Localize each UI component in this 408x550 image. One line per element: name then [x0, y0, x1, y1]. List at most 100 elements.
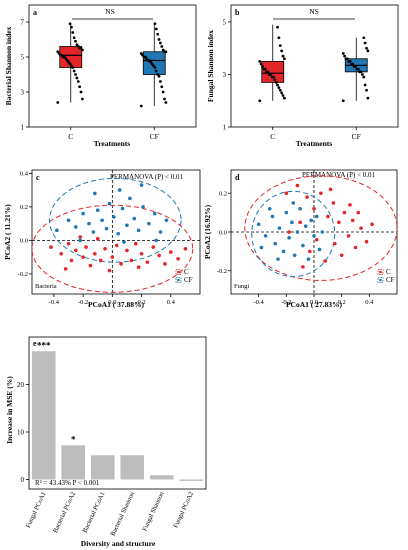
- panel-c-legend-dot-CF: [177, 278, 180, 282]
- panel-c-point-CF: [81, 211, 85, 216]
- panel-a-point-CF: [157, 38, 161, 41]
- panel-a-significance: NS: [105, 7, 115, 16]
- panel-c-point-C: [183, 246, 188, 251]
- panel-d-ytick-label: -0.2: [217, 268, 227, 275]
- panel-d-legend-label-CF: CF: [386, 276, 395, 284]
- panel-b-point-CF: [341, 99, 345, 103]
- panel-d-point-CF: [291, 201, 296, 205]
- panel-b-letter: b: [235, 8, 240, 17]
- panel-b-point-C: [278, 44, 282, 48]
- panel-b-point-C: [261, 65, 264, 69]
- panel-d-point-CF: [317, 247, 322, 252]
- panel-e-xtick-label: Bacterial PCoA1: [82, 491, 107, 534]
- panel-d-point-C: [346, 234, 351, 238]
- panel-d-point-C: [287, 230, 291, 234]
- panel-c-legend-label-CF: CF: [184, 276, 193, 284]
- panel-d-point-CF: [281, 249, 286, 254]
- panel-d-point-C: [295, 183, 300, 188]
- panel-d-ytick-label: 0.2: [219, 191, 227, 198]
- panel-c-point-C: [125, 248, 129, 253]
- panel-d-point-C: [359, 226, 363, 230]
- panel-d-point-CF: [270, 214, 275, 219]
- panel-c-point-CF: [112, 215, 116, 219]
- panel-a-point-CF: [161, 90, 165, 94]
- panel-b-point-C: [280, 49, 284, 53]
- panel-a-point-C: [80, 97, 84, 101]
- panel-a-point-CF: [154, 69, 158, 73]
- panel-c-ylabel: PCoA2 ( 11.21%): [3, 204, 12, 260]
- panel-b-point-C: [274, 80, 278, 84]
- panel-b-point-CF: [355, 67, 359, 71]
- panel-c-point-CF: [104, 226, 109, 231]
- panel-b-point-CF: [341, 52, 345, 55]
- panel-d-point-CF: [295, 230, 300, 234]
- panel-a-point-CF: [159, 41, 162, 45]
- panel-b-point-C: [282, 96, 286, 100]
- panel-b-point-CF: [366, 96, 370, 100]
- panel-b-point-C: [262, 67, 266, 71]
- panel-b-xtick-label: C: [270, 132, 275, 141]
- panel-d-point-CF: [292, 253, 297, 258]
- panel-a-point-C: [79, 90, 83, 94]
- panel-c-legend-label-C: C: [184, 268, 189, 276]
- panel-a-ytick-label: 5: [21, 54, 25, 62]
- panel-d-point-CF: [314, 214, 319, 219]
- panel-a-point-C: [68, 22, 72, 26]
- panel-d-point-C: [332, 241, 337, 246]
- panel-c-point-CF: [117, 188, 122, 192]
- panel-e-bar-significance: *: [71, 434, 76, 444]
- panel-d-point-C: [308, 249, 312, 254]
- panel-c-point-C: [63, 267, 68, 271]
- panel-b-point-C: [273, 78, 277, 82]
- panel-a-ytick-label: 7: [21, 19, 25, 27]
- panel-a-point-C: [76, 80, 80, 83]
- panel-b-point-C: [276, 25, 279, 29]
- panel-c-point-CF: [55, 228, 59, 233]
- panel-a-point-CF: [139, 104, 143, 108]
- panel-d-point-CF: [298, 206, 302, 211]
- panel-d-point-CF: [267, 206, 272, 211]
- panel-d-point-CF: [306, 257, 311, 261]
- panel-c-ytick-label: 0.0: [20, 238, 28, 245]
- panel-d-point-C: [331, 201, 336, 205]
- panel-c-point-C: [69, 258, 74, 263]
- panel-e-bar: [31, 351, 56, 480]
- panel-b-point-C: [270, 75, 274, 79]
- panel-e-xtick-label: Bacterial PCoA2: [52, 491, 77, 534]
- panel-c-point-CF: [93, 191, 97, 196]
- panel-b-point-C: [276, 83, 279, 87]
- panel-d-point-C: [364, 239, 369, 244]
- panel-b-point-C: [259, 62, 263, 66]
- panel-e-bar: [61, 445, 86, 480]
- panel-c-legend-dot-C: [177, 270, 180, 274]
- panel-d-point-C: [305, 195, 309, 199]
- panel-e-ylabel: Increase in MSE (%): [5, 376, 14, 444]
- panel-c-ellipse-CF: [49, 177, 182, 263]
- panel-d-point-C: [301, 265, 305, 269]
- panel-c-ytick-label: 0.2: [20, 204, 28, 211]
- panel-b-significance: NS: [309, 7, 319, 16]
- panel-d-legend-label-C: C: [386, 268, 391, 276]
- panel-d-point-CF: [263, 234, 268, 238]
- panel-c-point-C: [49, 245, 53, 249]
- panel-d-annotation: PERMANOVA (P) < 0.01: [302, 171, 376, 179]
- panel-d-point-CF: [276, 257, 280, 261]
- panel-c-point-C: [114, 243, 119, 248]
- panel-c-point-C: [81, 255, 85, 259]
- panel-b-point-CF: [361, 73, 364, 76]
- panel-b-point-CF: [366, 49, 370, 53]
- panel-e-bar-significance: ***: [37, 340, 51, 350]
- panel-a-point-C: [70, 25, 73, 29]
- panel-d-ytick-label: 0.0: [219, 229, 227, 236]
- panel-b-point-C: [265, 70, 268, 74]
- panel-c-point-CF: [122, 240, 126, 244]
- panel-c-point-CF: [107, 201, 112, 206]
- panel-a-point-CF: [163, 97, 166, 101]
- panel-e-xtick-label: Bacterial Shannon: [109, 490, 136, 537]
- panel-c-point-C: [119, 262, 123, 266]
- panel-c-point-C: [98, 258, 103, 263]
- panel-c-point-C: [93, 251, 97, 256]
- panel-e-xtick-label: Fungal PCoA1: [25, 491, 48, 529]
- panel-d-point-C: [353, 245, 358, 250]
- panel-b-point-CF: [343, 54, 347, 58]
